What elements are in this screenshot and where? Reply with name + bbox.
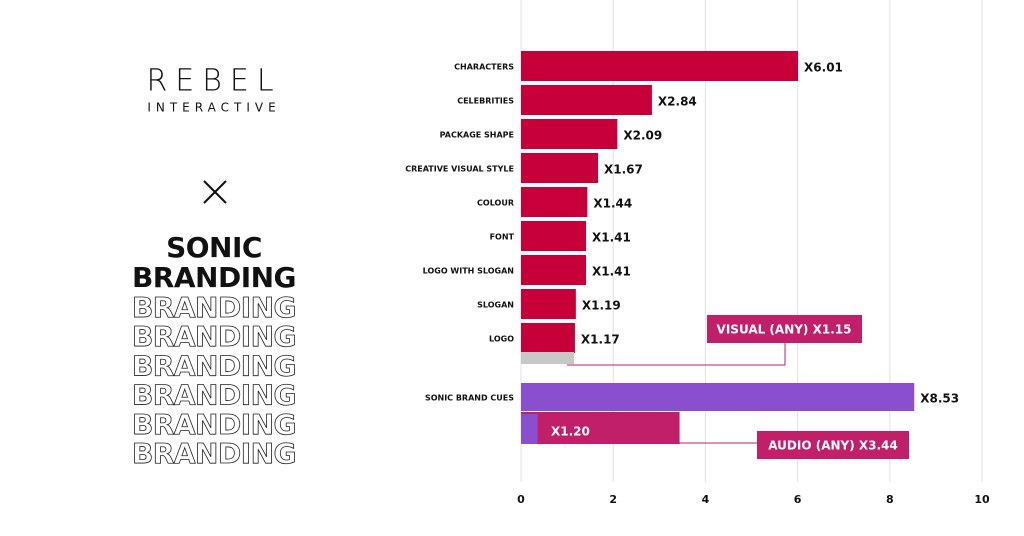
value-label: X1.17: [581, 333, 620, 347]
value-label: X1.41: [592, 231, 631, 245]
cross-icon: [203, 180, 227, 204]
category-label: FONT: [490, 233, 515, 242]
outline-text: BRANDING: [132, 320, 296, 353]
bar: [521, 51, 799, 81]
logo-subtitle: INTERACTIVE: [147, 101, 280, 115]
category-label: CELEBRITIES: [457, 97, 514, 106]
category-label: SLOGAN: [477, 301, 514, 310]
callout-box: [707, 315, 862, 343]
bar: [521, 323, 575, 353]
bar: [521, 187, 588, 217]
value-label: X1.19: [582, 299, 621, 313]
x-tick-label: 6: [794, 493, 802, 506]
x-tick-label: 8: [886, 493, 894, 506]
callout-label: AUDIO (ANY) X3.44: [768, 439, 898, 453]
logo: REBEL: [146, 64, 281, 99]
category-label: CHARACTERS: [454, 63, 514, 72]
headline: BRANDING: [132, 261, 296, 294]
bar: [521, 85, 652, 115]
category-label: COLOUR: [477, 199, 514, 208]
bar: [521, 255, 587, 285]
outline-text: BRANDING: [132, 349, 296, 382]
bar: [521, 119, 618, 149]
value-label: X1.20: [551, 425, 590, 439]
category-label: SONIC BRAND CUES: [425, 394, 514, 403]
value-label: X6.01: [804, 61, 843, 75]
bar: [521, 412, 680, 444]
x-tick-label: 0: [517, 493, 525, 506]
category-label: CREATIVE VISUAL STYLE: [405, 165, 514, 174]
bar: [521, 383, 915, 411]
value-label: X2.84: [658, 95, 697, 109]
value-label: X1.41: [592, 265, 631, 279]
outline-text: BRANDING: [132, 291, 296, 324]
bar: [521, 153, 598, 183]
bar: [521, 289, 576, 319]
outline-text: BRANDING: [132, 437, 296, 470]
headline: SONIC: [166, 231, 262, 264]
callout-label: VISUAL (ANY) X1.15: [717, 323, 852, 337]
bar: [521, 221, 587, 251]
bar: [521, 414, 538, 444]
callout-line: [567, 343, 786, 366]
outline-text: BRANDING: [132, 379, 296, 412]
outline-text: BRANDING: [132, 408, 296, 441]
category-label: LOGO WITH SLOGAN: [423, 267, 514, 276]
x-tick-label: 2: [609, 493, 617, 506]
callout-box: [757, 431, 909, 459]
value-label: X2.09: [623, 129, 662, 143]
bar: [521, 352, 575, 364]
x-tick-label: 4: [702, 493, 710, 506]
category-label: PACKAGE SHAPE: [440, 131, 514, 140]
x-tick-label: 10: [974, 493, 990, 506]
value-label: X1.44: [593, 197, 632, 211]
category-label: LOGO: [489, 335, 514, 344]
value-label: X1.67: [604, 163, 643, 177]
value-label: X8.53: [920, 392, 959, 406]
